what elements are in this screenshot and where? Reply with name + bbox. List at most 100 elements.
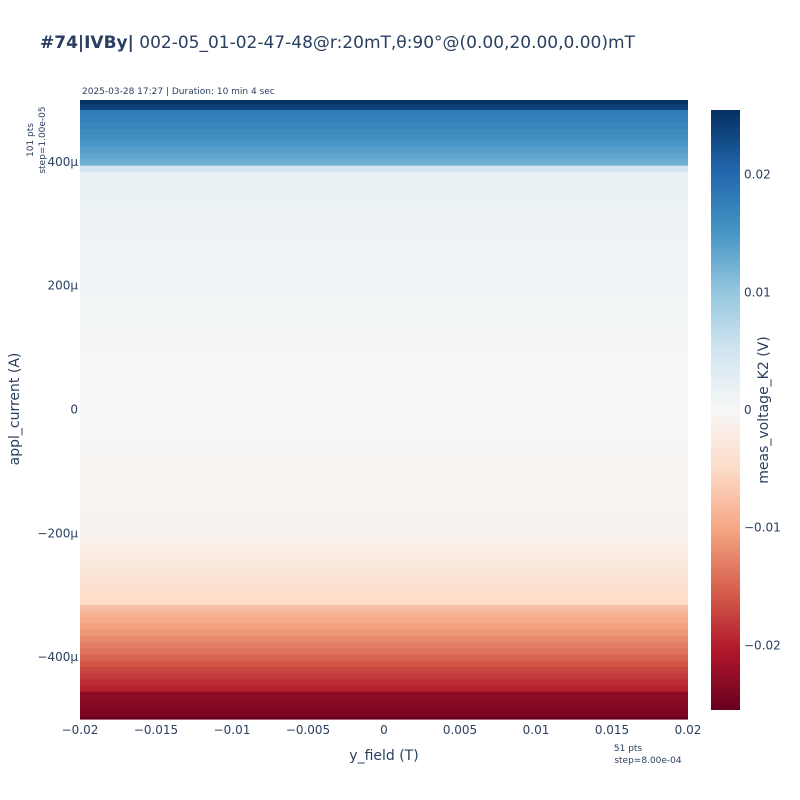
heatmap-row: [80, 635, 688, 643]
heatmap-row: [80, 171, 688, 178]
heatmap-row: [80, 462, 688, 469]
heatmap-row: [80, 356, 688, 364]
heatmap-row: [80, 214, 688, 222]
heatmap-row: [80, 270, 688, 278]
heatmap-cells: [80, 100, 688, 720]
colorbar-tick-label: 0: [744, 403, 752, 417]
heatmap-row: [80, 220, 688, 228]
heatmap-row: [80, 152, 688, 160]
heatmap-row: [80, 177, 688, 185]
heatmap-row: [80, 412, 688, 420]
chart-title-rest: 002-05_01-02-47-48@r:20mT,θ:90°@(0.00,20…: [133, 33, 635, 53]
heatmap-row: [80, 592, 688, 599]
heatmap-row: [80, 109, 688, 117]
chart-title: #74|IVBy| 002-05_01-02-47-48@r:20mT,θ:90…: [40, 33, 635, 53]
heatmap-row: [80, 542, 688, 550]
x-axis-label: y_field (T): [349, 748, 418, 764]
x-tick-label: 0: [380, 723, 388, 737]
heatmap-row: [80, 127, 688, 135]
heatmap-row: [80, 585, 688, 593]
x-tick-label: −0.01: [214, 723, 251, 737]
heatmap-row: [80, 245, 688, 253]
heatmap-row: [80, 313, 688, 321]
chart-subtitle: 2025-03-28 17:27 | Duration: 10 min 4 se…: [82, 87, 275, 97]
heatmap-row: [80, 437, 688, 445]
colorbar-tick-label: 0.02: [744, 168, 771, 182]
heatmap-row: [80, 424, 688, 432]
heatmap-row: [80, 697, 688, 705]
heatmap-row: [80, 579, 688, 587]
heatmap-row: [80, 288, 688, 296]
heatmap-row: [80, 691, 688, 698]
heatmap-row: [80, 381, 688, 389]
heatmap-row: [80, 276, 688, 284]
colorbar-tick-label: 0.01: [744, 285, 771, 299]
heatmap-row: [80, 530, 688, 537]
heatmap-row: [80, 468, 688, 476]
heatmap-row: [80, 100, 688, 104]
heatmap-row: [80, 301, 688, 308]
heatmap-row: [80, 344, 688, 352]
y-note: 101 pts step=1.00e-05: [26, 106, 48, 173]
heatmap-row: [80, 684, 688, 692]
x-tick-label: 0.02: [675, 723, 702, 737]
heatmap-row: [80, 616, 688, 624]
heatmap-row: [80, 474, 688, 482]
y-tick-label: 0: [70, 403, 78, 417]
heatmap-row: [80, 239, 688, 247]
heatmap-row: [80, 121, 688, 129]
x-tick-label: −0.015: [134, 723, 178, 737]
x-tick-label: −0.02: [62, 723, 99, 737]
y-tick-label: 200μ: [47, 279, 78, 293]
heatmap-row: [80, 654, 688, 661]
heatmap-row: [80, 115, 688, 123]
heatmap-row: [80, 554, 688, 562]
heatmap-row: [80, 536, 688, 544]
x-tick-label: 0.01: [523, 723, 550, 737]
y-axis-label: appl_current (A): [7, 353, 23, 466]
heatmap-row: [80, 233, 688, 240]
heatmap-row: [80, 641, 688, 649]
heatmap-row: [80, 598, 688, 606]
heatmap-row: [80, 604, 688, 612]
heatmap-row: [80, 282, 688, 290]
heatmap-row: [80, 319, 688, 327]
x-tick-label: 0.015: [595, 723, 629, 737]
heatmap-row: [80, 573, 688, 581]
heatmap-row: [80, 406, 688, 414]
heatmap-row: [80, 449, 688, 457]
heatmap-row: [80, 158, 688, 166]
x-note-step: step=8.00e-04: [614, 756, 682, 766]
x-tick-label: 0.005: [443, 723, 477, 737]
heatmap-row: [80, 134, 688, 141]
heatmap-row: [80, 375, 688, 383]
x-tick-label: −0.005: [286, 723, 330, 737]
heatmap-row: [80, 672, 688, 680]
heatmap-row: [80, 363, 688, 370]
heatmap-row: [80, 567, 688, 575]
chart-title-bold: #74|IVBy|: [40, 33, 134, 53]
colorbar-label: meas_voltage_K2 (V): [756, 336, 772, 483]
heatmap-row: [80, 294, 688, 302]
heatmap-row: [80, 703, 688, 711]
heatmap-row: [80, 103, 688, 110]
x-note-points: 51 pts: [614, 744, 643, 754]
colorbar-tick-label: −0.01: [744, 521, 781, 535]
heatmap-row: [80, 418, 688, 426]
heatmap-row: [80, 666, 688, 674]
y-tick-label: −400μ: [37, 650, 78, 664]
heatmap-row: [80, 257, 688, 265]
heatmap-row: [80, 548, 688, 556]
heatmap-row: [80, 486, 688, 494]
heatmap-row: [80, 140, 688, 148]
colorbar-ticks: 0.02 0.01 0 −0.01 −0.02: [744, 168, 781, 653]
heatmap-row: [80, 146, 688, 154]
heatmap-row: [80, 350, 688, 358]
heatmap-row: [80, 400, 688, 408]
heatmap-row: [80, 493, 688, 500]
heatmap-row: [80, 610, 688, 618]
colorbar-tick-label: −0.02: [744, 638, 781, 652]
heatmap-row: [80, 561, 688, 568]
colorbar: [711, 110, 740, 710]
